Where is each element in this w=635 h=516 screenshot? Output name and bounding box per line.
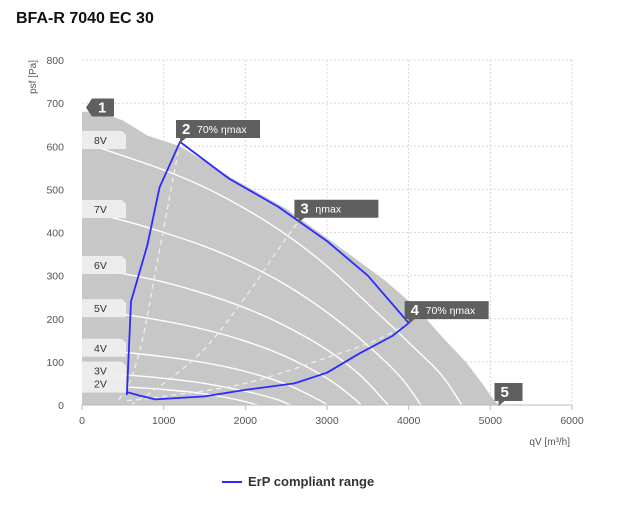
speed-label-8v: 8V <box>82 130 126 149</box>
legend-swatch <box>222 480 242 483</box>
speed-label-text: 5V <box>94 303 107 315</box>
operating-point-marker <box>176 119 260 143</box>
operating-point-number: 5 <box>501 384 509 401</box>
operating-envelope-area <box>82 111 499 406</box>
erp-compliant-range-line <box>126 141 410 401</box>
operating-point-number: 3 <box>300 201 308 218</box>
operating-point-marker <box>294 199 379 223</box>
y-tick-label: 100 <box>46 357 64 369</box>
y-tick-label: 700 <box>46 98 64 110</box>
speed-label-tag <box>82 256 126 274</box>
x-tick-label: 5000 <box>479 415 503 427</box>
operating-point-1: 1 <box>86 98 114 117</box>
x-tick-label: 6000 <box>560 415 584 427</box>
speed-curve-8v <box>81 141 463 406</box>
speed-curve-5v <box>81 309 362 406</box>
speed-label-tag <box>82 374 126 393</box>
operating-point-text: 70% ηmax <box>426 305 476 317</box>
x-tick-label: 2000 <box>234 415 258 427</box>
speed-curve-4v <box>81 349 328 406</box>
x-tick-label: 4000 <box>397 415 421 427</box>
operating-point-text: 70% ηmax <box>197 124 247 136</box>
operating-point-marker <box>86 98 114 117</box>
x-axis-title: qV [m³/h] <box>529 437 570 448</box>
operating-point-markers: 1 2 70% ηmax 3 ηmax 4 70% ηmax 5 <box>86 98 523 406</box>
operating-point-number: 2 <box>182 121 190 138</box>
y-tick-label: 200 <box>46 314 64 326</box>
y-tick-label: 300 <box>46 271 64 283</box>
y-tick-label: 0 <box>58 400 64 412</box>
operating-point-3: 3 ηmax <box>294 199 379 223</box>
speed-label-5v: 5V <box>82 299 126 318</box>
speed-label-text: 7V <box>94 204 107 216</box>
x-tick-label: 1000 <box>152 415 176 427</box>
speed-label-4v: 4V <box>82 338 126 357</box>
speed-label-tag <box>82 338 126 357</box>
efficiency-curve-1 <box>118 141 181 401</box>
efficiency-curves <box>118 141 409 406</box>
speed-label-text: 4V <box>94 343 107 355</box>
speed-label-text: 6V <box>94 260 107 272</box>
operating-point-2: 2 70% ηmax <box>176 119 260 143</box>
speed-label-text: 2V <box>94 379 107 391</box>
operating-point-marker <box>404 301 489 325</box>
speed-label-tag <box>82 199 126 218</box>
x-tick-label: 3000 <box>315 415 339 427</box>
x-tick-label: 0 <box>79 415 85 427</box>
speed-curve-6v <box>81 266 389 406</box>
fan-performance-chart: 0 1000 2000 3000 4000 5000 6000 0 100 200 300 400 50… <box>28 55 584 448</box>
operating-point-5: 5 <box>494 383 523 406</box>
operating-point-text: ηmax <box>315 204 341 216</box>
speed-label-tag <box>82 130 126 149</box>
speed-curves <box>81 141 463 406</box>
operating-point-number: 4 <box>411 302 420 319</box>
y-axis-title: psf [Pa] <box>28 60 39 94</box>
y-tick-label: 600 <box>46 141 64 153</box>
speed-label-2v: 2V <box>82 374 126 393</box>
axes: 0 1000 2000 3000 4000 5000 6000 0 100 200 300 400 50… <box>28 55 584 448</box>
efficiency-curve-2 <box>130 221 299 406</box>
speed-curve-7v <box>81 210 422 406</box>
legend-erp-compliant-range[interactable]: ErP compliant range <box>222 474 374 489</box>
operating-point-number: 1 <box>98 99 106 116</box>
legend-label: ErP compliant range <box>248 474 375 489</box>
speed-label-6v: 6V <box>82 256 126 274</box>
speed-label-tag <box>82 299 126 318</box>
operating-point-marker <box>494 383 523 406</box>
efficiency-curve-3 <box>126 322 409 402</box>
chart-title: BFA-R 7040 EC 30 <box>16 10 154 27</box>
speed-label-7v: 7V <box>82 199 126 218</box>
y-tick-label: 800 <box>46 55 64 67</box>
y-tick-label: 500 <box>46 184 64 196</box>
speed-label-text: 8V <box>94 135 107 147</box>
y-tick-label: 400 <box>46 228 64 240</box>
operating-point-4: 4 70% ηmax <box>404 301 489 325</box>
